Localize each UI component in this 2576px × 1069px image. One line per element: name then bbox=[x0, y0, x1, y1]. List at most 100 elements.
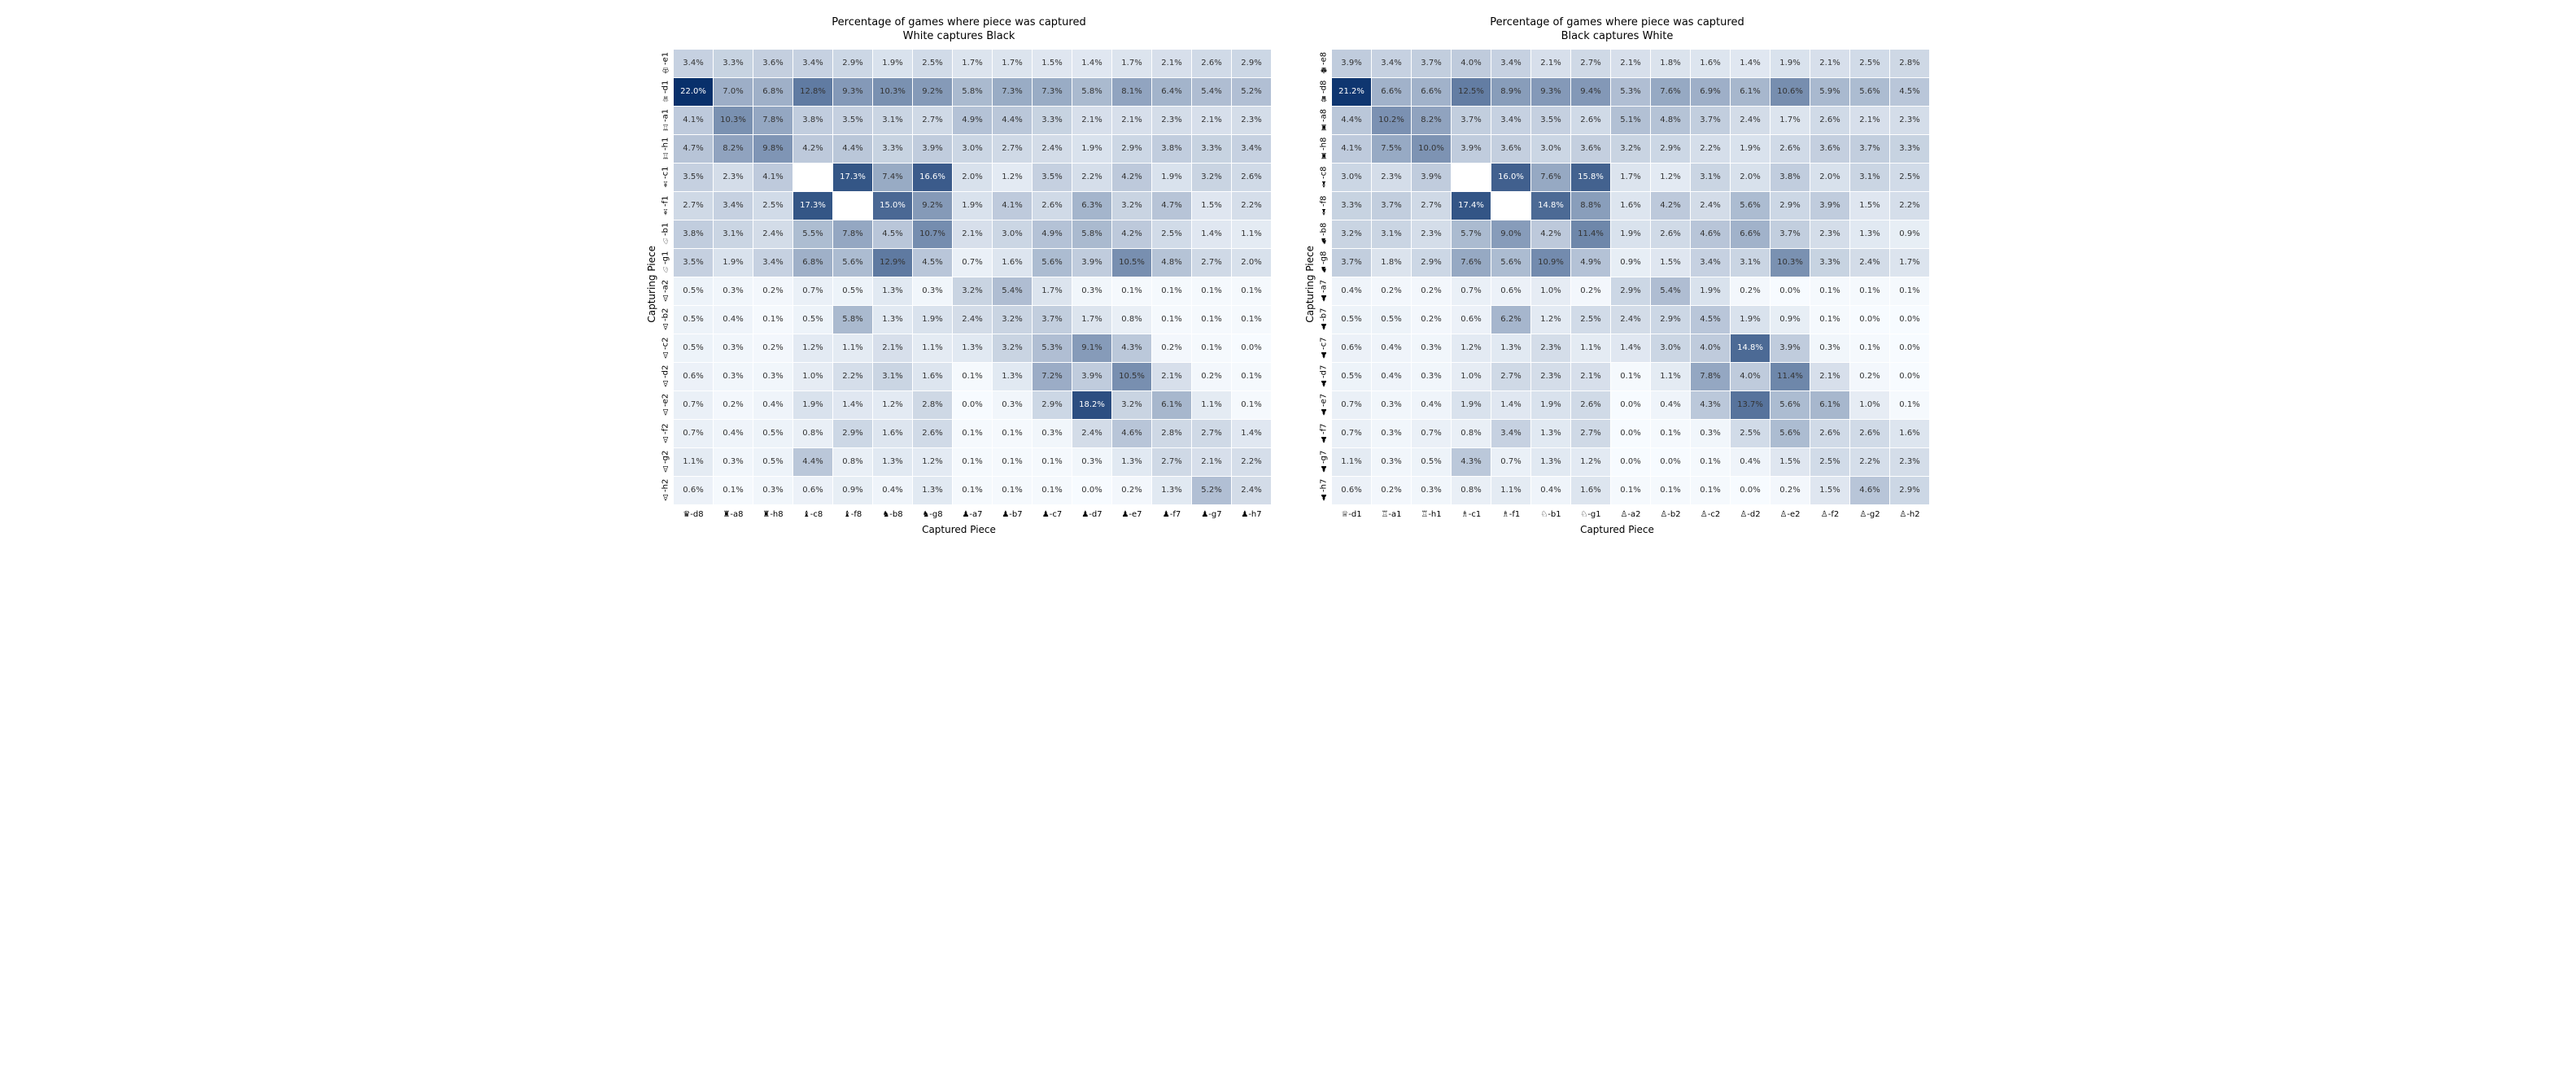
heatmap-cell: 1.3% bbox=[1152, 476, 1192, 504]
col-header: ♜-h8 bbox=[753, 504, 793, 521]
heatmap-cell: 0.8% bbox=[1452, 476, 1491, 504]
heatmap-cell: 7.6% bbox=[1452, 248, 1491, 277]
heatmap-cell: 3.2% bbox=[1112, 191, 1152, 220]
col-header: ♜-a8 bbox=[714, 504, 753, 521]
title-line-1: Percentage of games where piece was capt… bbox=[1490, 16, 1744, 30]
heatmap-cell: 12.9% bbox=[873, 248, 913, 277]
heatmap-cell: 6.1% bbox=[1731, 77, 1770, 106]
heatmap-cell: 0.4% bbox=[714, 305, 753, 334]
heatmap-cell: 0.8% bbox=[1452, 419, 1491, 447]
heatmap-cell: 3.5% bbox=[833, 106, 873, 134]
heatmap-cell: 0.6% bbox=[1452, 305, 1491, 334]
heatmap-cell: 0.0% bbox=[1611, 419, 1651, 447]
heatmap-cell: 14.8% bbox=[1531, 191, 1571, 220]
heatmap-cell: 2.0% bbox=[1232, 248, 1272, 277]
heatmap-cell: 0.0% bbox=[1890, 362, 1930, 391]
heatmap-cell: 2.1% bbox=[1571, 362, 1611, 391]
row-header: ♙-e2 bbox=[657, 391, 674, 419]
heatmap-cell: 0.4% bbox=[1412, 391, 1452, 419]
heatmap-cell: 0.2% bbox=[1152, 334, 1192, 362]
row-header: ♙-h2 bbox=[657, 476, 674, 504]
heatmap-cell: 5.5% bbox=[793, 220, 833, 248]
heatmap-cell: 3.4% bbox=[714, 191, 753, 220]
heatmap-cell: 4.9% bbox=[1033, 220, 1072, 248]
heatmap-cell: 1.9% bbox=[953, 191, 993, 220]
col-header: ♟-d7 bbox=[1072, 504, 1112, 521]
heatmap-cell: 0.2% bbox=[1850, 362, 1890, 391]
heatmap-cell: 10.7% bbox=[913, 220, 953, 248]
right-ylabel: Capturing Piece bbox=[1304, 246, 1316, 323]
col-header: ♙-d2 bbox=[1731, 504, 1770, 521]
heatmap-cell: 4.1% bbox=[993, 191, 1033, 220]
heatmap-cell: 6.1% bbox=[1810, 391, 1850, 419]
heatmap-cell: 1.1% bbox=[1232, 220, 1272, 248]
charts-container: Percentage of games where piece was capt… bbox=[16, 16, 2560, 535]
heatmap-cell: 3.7% bbox=[1332, 248, 1372, 277]
heatmap-cell: 0.1% bbox=[1890, 277, 1930, 305]
heatmap-cell: 2.5% bbox=[1571, 305, 1611, 334]
heatmap-cell: 6.6% bbox=[1731, 220, 1770, 248]
heatmap-cell: 0.5% bbox=[674, 277, 714, 305]
heatmap-cell: 0.1% bbox=[1691, 447, 1731, 476]
heatmap-cell: 3.0% bbox=[1531, 134, 1571, 163]
heatmap-cell: 1.9% bbox=[1452, 391, 1491, 419]
heatmap-cell: 17.4% bbox=[1452, 191, 1491, 220]
col-header: ♗-c1 bbox=[1452, 504, 1491, 521]
heatmap-cell: 3.7% bbox=[1412, 49, 1452, 77]
heatmap-cell: 6.8% bbox=[793, 248, 833, 277]
corner-cell bbox=[1316, 504, 1332, 521]
heatmap-cell: 1.3% bbox=[993, 362, 1033, 391]
heatmap-cell: 2.6% bbox=[1571, 391, 1611, 419]
heatmap-cell: 5.9% bbox=[1810, 77, 1850, 106]
heatmap-cell: 1.8% bbox=[1651, 49, 1691, 77]
heatmap-cell: 3.3% bbox=[1332, 191, 1372, 220]
heatmap-cell: 1.1% bbox=[913, 334, 953, 362]
heatmap-cell: 1.1% bbox=[833, 334, 873, 362]
heatmap-cell: 2.2% bbox=[1232, 191, 1272, 220]
heatmap-cell: 0.1% bbox=[1152, 305, 1192, 334]
col-header: ♙-h2 bbox=[1890, 504, 1930, 521]
heatmap-cell: 0.3% bbox=[714, 277, 753, 305]
heatmap-cell: 3.4% bbox=[1491, 419, 1531, 447]
heatmap-cell: 4.8% bbox=[1152, 248, 1192, 277]
heatmap-cell: 2.5% bbox=[1731, 419, 1770, 447]
heatmap-cell: 0.2% bbox=[753, 277, 793, 305]
left-heatmap: ♔-e13.4%3.3%3.6%3.4%2.9%1.9%2.5%1.7%1.7%… bbox=[657, 49, 1272, 521]
heatmap-cell: 22.0% bbox=[674, 77, 714, 106]
heatmap-cell: 0.3% bbox=[1412, 476, 1452, 504]
heatmap-cell: 2.4% bbox=[753, 220, 793, 248]
heatmap-cell: 1.9% bbox=[873, 49, 913, 77]
heatmap-cell: 0.5% bbox=[674, 334, 714, 362]
col-header: ♙-g2 bbox=[1850, 504, 1890, 521]
row-header: ♟-d7 bbox=[1316, 362, 1332, 391]
left-chart: Percentage of games where piece was capt… bbox=[646, 16, 1272, 535]
heatmap-cell: 1.3% bbox=[953, 334, 993, 362]
row-header: ♕-d1 bbox=[657, 77, 674, 106]
heatmap-cell: 0.1% bbox=[753, 305, 793, 334]
right-xlabel: Captured Piece bbox=[1580, 524, 1654, 535]
heatmap-cell: 0.9% bbox=[833, 476, 873, 504]
heatmap-cell: 3.2% bbox=[1611, 134, 1651, 163]
heatmap-cell: 0.0% bbox=[1611, 391, 1651, 419]
heatmap-cell: 1.1% bbox=[674, 447, 714, 476]
heatmap-cell: 8.1% bbox=[1112, 77, 1152, 106]
heatmap-cell: 2.6% bbox=[913, 419, 953, 447]
heatmap-cell: 3.9% bbox=[1810, 191, 1850, 220]
right-chart: Percentage of games where piece was capt… bbox=[1304, 16, 1930, 535]
heatmap-cell: 2.1% bbox=[1192, 106, 1232, 134]
col-header: ♕-d1 bbox=[1332, 504, 1372, 521]
heatmap-cell: 4.6% bbox=[1112, 419, 1152, 447]
heatmap-cell: 2.5% bbox=[913, 49, 953, 77]
heatmap-cell: 1.6% bbox=[993, 248, 1033, 277]
heatmap-cell: 4.8% bbox=[1651, 106, 1691, 134]
heatmap-cell: 0.7% bbox=[674, 419, 714, 447]
heatmap-cell: 1.3% bbox=[1531, 419, 1571, 447]
title-line-1: Percentage of games where piece was capt… bbox=[832, 16, 1085, 30]
heatmap-cell: 2.4% bbox=[1731, 106, 1770, 134]
heatmap-cell: 2.7% bbox=[1192, 248, 1232, 277]
heatmap-cell: 3.2% bbox=[1192, 163, 1232, 191]
heatmap-cell: 10.6% bbox=[1770, 77, 1810, 106]
heatmap-cell: 3.9% bbox=[1412, 163, 1452, 191]
heatmap-cell: 3.3% bbox=[873, 134, 913, 163]
row-header: ♙-b2 bbox=[657, 305, 674, 334]
